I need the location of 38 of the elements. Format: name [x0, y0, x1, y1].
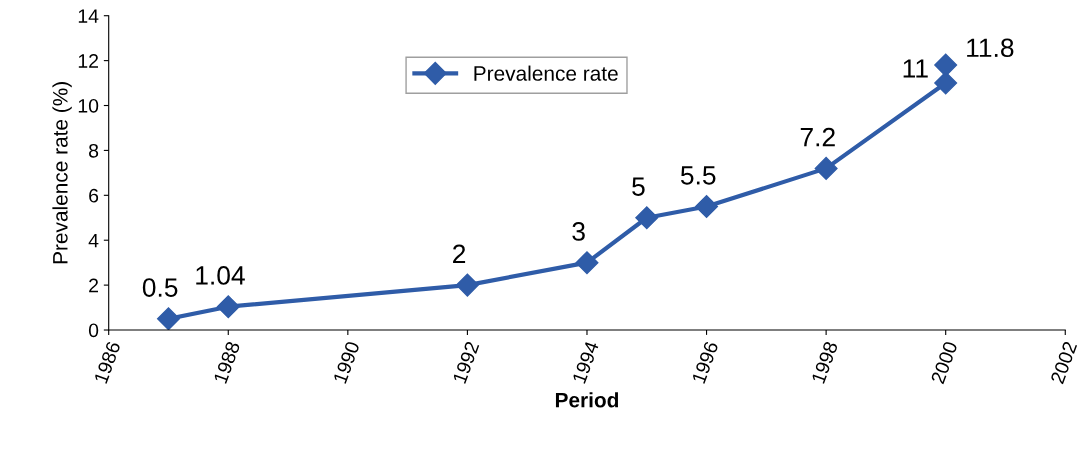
y-axis-title: Prevalence rate (%) [52, 82, 72, 264]
data-label: 5.5 [680, 166, 716, 185]
x-tick-label: 1988 [213, 340, 241, 384]
point [156, 307, 180, 331]
point [934, 53, 958, 77]
data-label: 2 [453, 244, 466, 263]
data-label: 5 [632, 177, 645, 196]
point [635, 206, 659, 230]
point [216, 295, 240, 319]
legend-label: Prevalence rate [474, 65, 618, 81]
point [455, 273, 479, 297]
y-tick-label: 0 [88, 323, 99, 338]
y-tick-label: 8 [89, 143, 99, 158]
x-tick-label: 1994 [572, 340, 600, 384]
point [814, 156, 838, 180]
y-tick-label: 12 [78, 54, 98, 68]
y-tick-label: 4 [88, 233, 99, 248]
point [934, 71, 958, 95]
point [575, 251, 599, 275]
y-tick-label: 6 [89, 188, 99, 203]
x-tick-label: 1998 [811, 340, 839, 384]
x-tick-label: 1992 [452, 340, 480, 384]
data-label: 0.5 [142, 278, 178, 297]
x-axis-title: Period [555, 392, 619, 408]
x-tick-label: 2000 [930, 340, 958, 385]
x-tick-label: 1986 [93, 340, 121, 384]
y-tick-label: 14 [78, 9, 99, 23]
data-label: 3 [572, 222, 585, 241]
data-label: 11.8 [967, 38, 1014, 58]
data-label: 11 [903, 59, 928, 78]
x-tick-label: 2002 [1050, 340, 1078, 385]
point [695, 195, 719, 219]
data-label: 1.04 [196, 266, 245, 285]
y-tick-label: 10 [78, 98, 99, 113]
y-tick-label: 2 [89, 278, 98, 293]
data-label: 7.2 [800, 127, 835, 147]
x-tick-label: 1990 [332, 340, 360, 384]
x-tick-label: 1996 [691, 340, 719, 384]
